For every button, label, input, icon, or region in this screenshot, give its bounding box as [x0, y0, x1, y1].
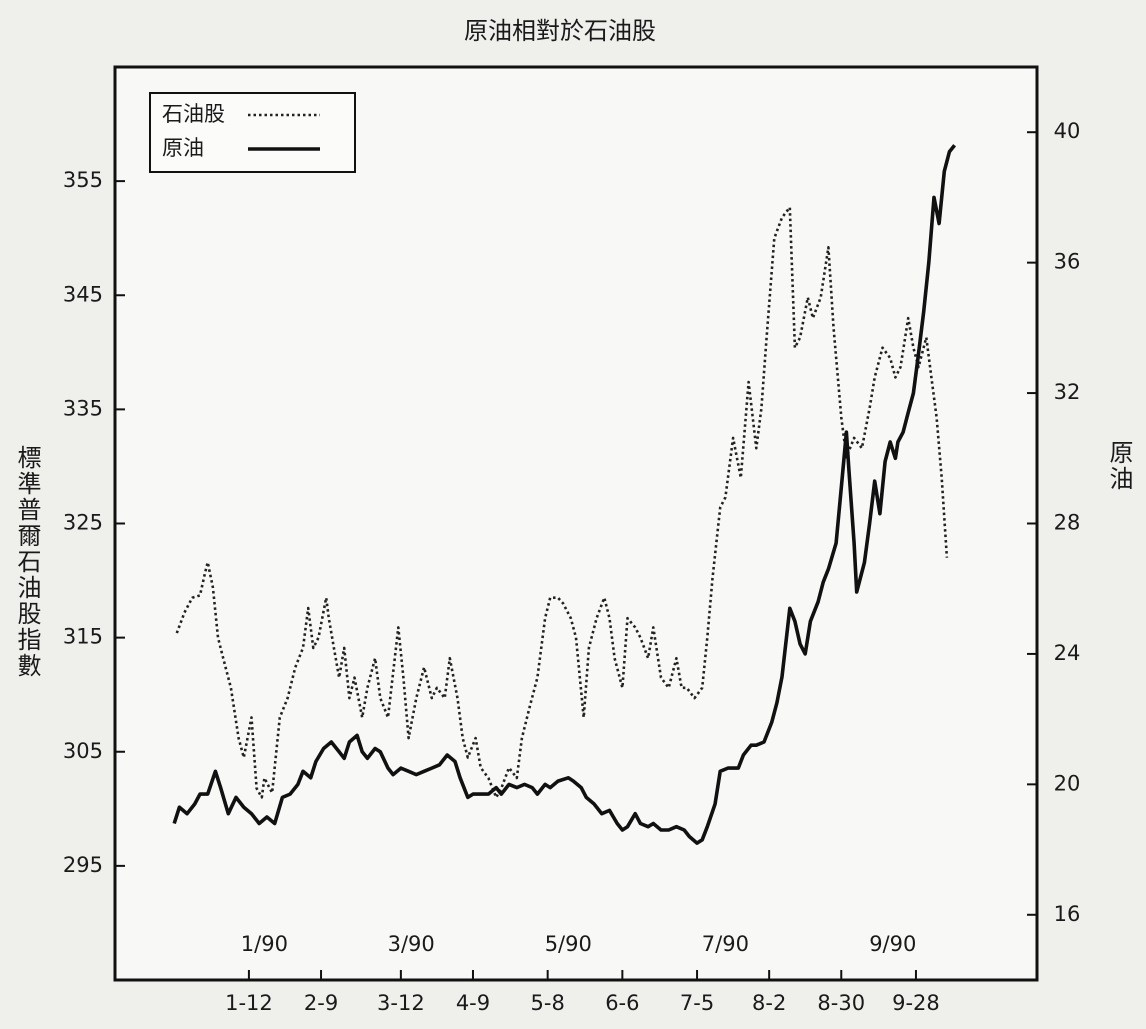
x-tick-label: 3-12 [377, 991, 425, 1015]
legend-box [149, 92, 356, 173]
y-tick-label: 295 [63, 853, 103, 877]
month-label: 7/90 [702, 932, 749, 956]
month-label: 3/90 [388, 932, 435, 956]
y2-tick-label: 28 [1054, 511, 1081, 535]
y2-tick-label: 32 [1054, 380, 1081, 404]
month-label: 1/90 [241, 932, 288, 956]
month-label: 9/90 [869, 932, 916, 956]
plot-frame [113, 65, 1039, 982]
x-tick-label: 7-5 [680, 991, 714, 1015]
y2-axis-label: 原油 [1105, 440, 1133, 492]
y-tick-label: 345 [63, 282, 103, 306]
month-label: 5/90 [545, 932, 592, 956]
x-tick-label: 8-2 [752, 991, 786, 1015]
x-tick-label: 2-9 [304, 991, 338, 1015]
x-tick-label: 1-12 [225, 991, 273, 1015]
y-tick-label: 355 [63, 168, 103, 192]
series-line [172, 144, 957, 845]
y2-tick-label: 40 [1054, 119, 1081, 143]
x-tick-label: 8-30 [817, 991, 865, 1015]
y2-tick-label: 36 [1054, 250, 1081, 274]
y-tick-label: 325 [63, 511, 103, 535]
legend-label: 石油股 [162, 102, 225, 126]
y2-tick-label: 24 [1054, 641, 1081, 665]
y-tick-label: 335 [63, 396, 103, 420]
x-tick-label: 9-28 [892, 991, 940, 1015]
y-axis-label: 標準普爾石油股指數 [13, 445, 41, 679]
y-tick-label: 315 [63, 625, 103, 649]
x-tick-label: 5-8 [531, 991, 565, 1015]
x-tick-label: 6-6 [605, 991, 639, 1015]
chart-title: 原油相對於石油股 [464, 17, 656, 45]
x-tick-label: 4-9 [456, 991, 490, 1015]
y2-tick-label: 20 [1054, 771, 1081, 795]
legend-label: 原油 [162, 136, 204, 160]
y-tick-label: 305 [63, 739, 103, 763]
y2-tick-label: 16 [1054, 902, 1081, 926]
